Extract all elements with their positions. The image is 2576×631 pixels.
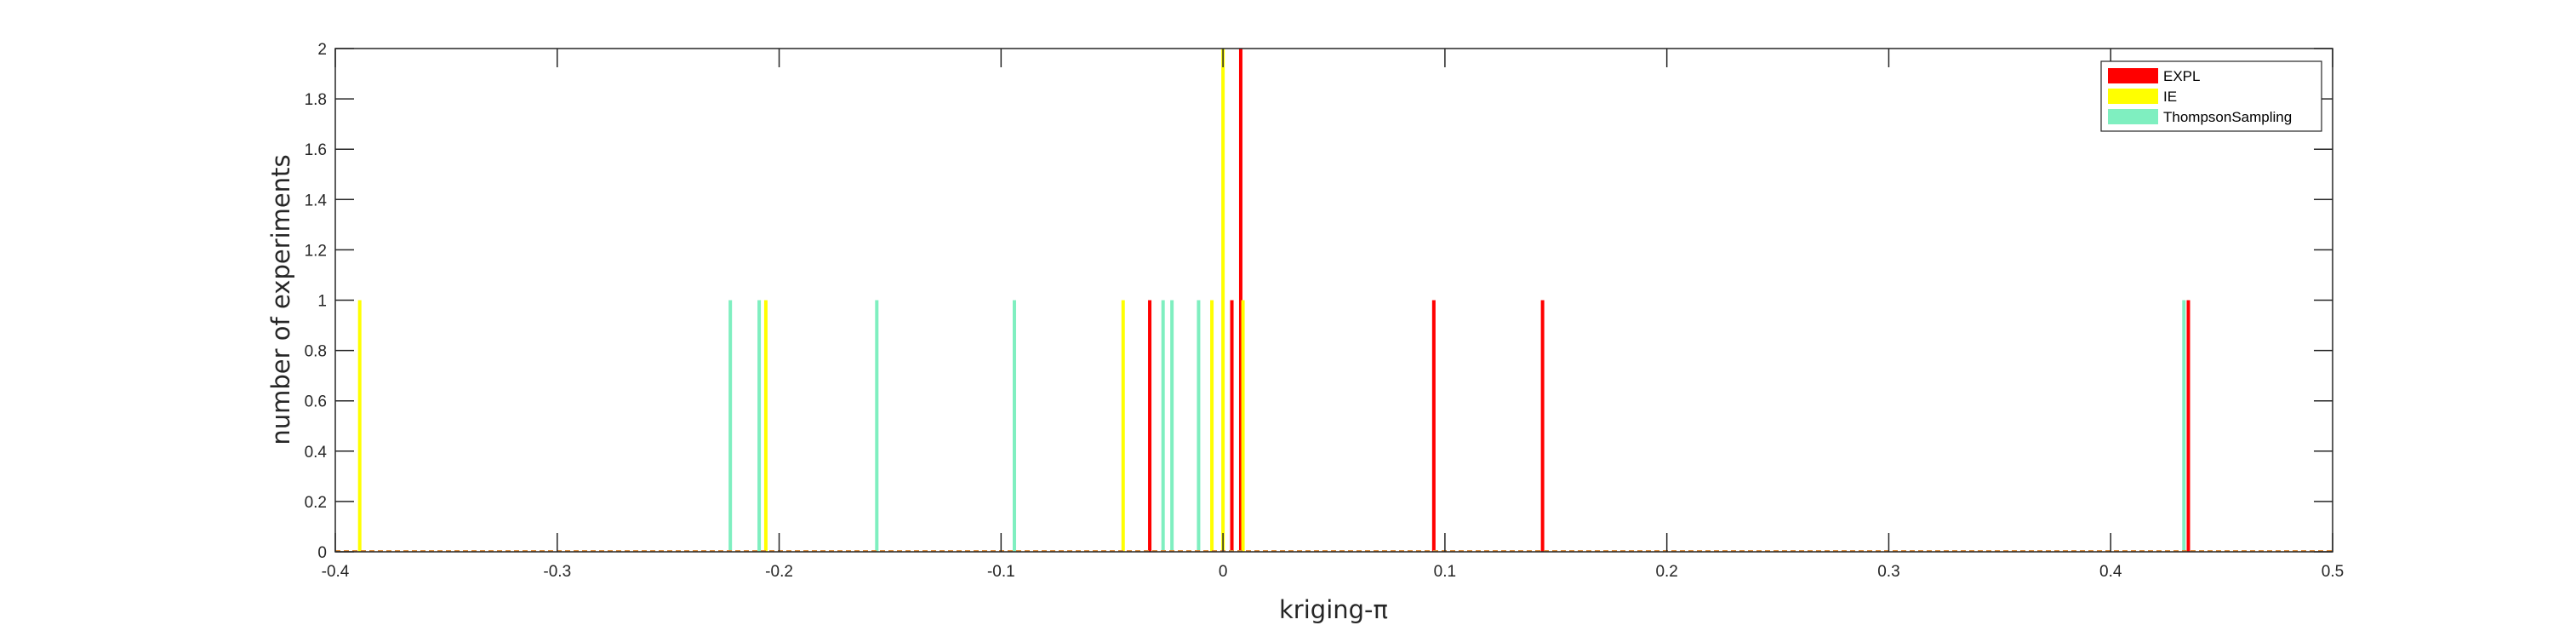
y-tick-label: 0.6	[305, 393, 327, 411]
bar-thompsonsampling	[875, 300, 879, 552]
y-tick-label: 0.2	[305, 494, 327, 512]
bars-layer	[357, 49, 2190, 552]
y-tick-label: 1.4	[305, 192, 328, 209]
bar-thompsonsampling	[1161, 300, 1165, 552]
bar-ie	[357, 300, 362, 552]
y-tick-label: 0.4	[305, 444, 328, 462]
x-tick-label: -0.2	[765, 563, 793, 581]
y-tick-label: 2	[317, 41, 327, 59]
bar-ie	[1210, 300, 1214, 552]
plot-area	[335, 49, 2333, 552]
legend-label-ie: IE	[2163, 89, 2177, 105]
bar-ie	[1121, 300, 1125, 552]
x-axis-label: kriging-π	[1279, 595, 1388, 624]
bar-thompsonsampling	[1197, 300, 1201, 552]
bar-thompsonsampling	[757, 300, 762, 552]
legend-swatch-thompsonsampling	[2108, 109, 2158, 124]
bar-expl	[1230, 300, 1234, 552]
bar-thompsonsampling	[1170, 300, 1174, 552]
y-tick-label: 0.8	[305, 343, 327, 361]
bar-expl	[1431, 300, 1436, 552]
legend-swatch-ie	[2108, 89, 2158, 104]
bar-ie	[763, 300, 768, 552]
x-tick-label: 0	[1219, 563, 1228, 581]
legend-label-expl: EXPL	[2163, 68, 2200, 84]
x-tick-label: 0.4	[2099, 563, 2122, 581]
x-tick-label: 0.5	[2322, 563, 2344, 581]
legend-label-thompsonsampling: ThompsonSampling	[2163, 109, 2292, 125]
bar-thompsonsampling	[728, 300, 733, 552]
y-tick-label: 0	[317, 544, 327, 562]
x-tick-label: -0.3	[543, 563, 571, 581]
bar-thompsonsampling	[1012, 300, 1016, 552]
x-tick-label: -0.4	[322, 563, 350, 581]
x-tick-label: 0.1	[1434, 563, 1456, 581]
legend-swatch-expl	[2108, 68, 2158, 83]
y-tick-label: 1.6	[305, 141, 327, 159]
x-tick-label: -0.1	[987, 563, 1015, 581]
bar-expl	[1148, 300, 1152, 552]
legend: EXPL IE ThompsonSampling	[2100, 60, 2322, 132]
y-tick-label: 1	[317, 293, 327, 311]
x-tick-label: 0.2	[1655, 563, 1677, 581]
bar-thompsonsampling	[2182, 300, 2186, 552]
plot-frame	[334, 48, 2333, 553]
y-axis-label: number of experiments	[266, 154, 295, 445]
bar-expl	[1238, 49, 1242, 552]
y-tick-label: 1.2	[305, 242, 327, 260]
bar-ie	[1221, 49, 1225, 552]
x-tick-label: 0.3	[1877, 563, 1899, 581]
bar-expl	[2186, 300, 2190, 552]
bar-ie	[1241, 300, 1245, 552]
y-tick-label: 1.8	[305, 91, 327, 109]
bar-expl	[1540, 300, 1545, 552]
